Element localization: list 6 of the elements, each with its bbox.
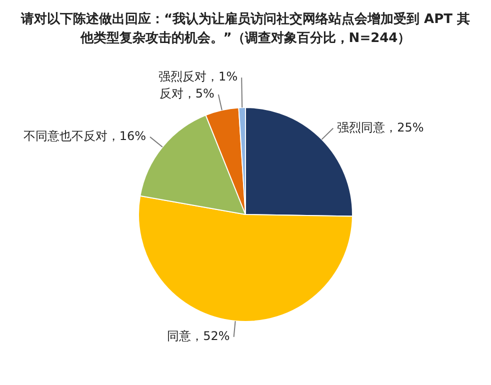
slice-label: 不同意也不反对，16% xyxy=(23,129,146,144)
slice-label: 同意，52% xyxy=(167,329,230,344)
slice-label: 强烈反对，1% xyxy=(158,70,238,84)
slice-label: 强烈同意，25% xyxy=(337,120,424,134)
chart-title: 请对以下陈述做出回应：“我认为让雇员访问社交网络站点会增加受到 APT 其他类型复杂攻击的机会。”（调查对象百分比，N=244） xyxy=(20,10,472,48)
slice-label: 反对，5% xyxy=(159,86,214,101)
